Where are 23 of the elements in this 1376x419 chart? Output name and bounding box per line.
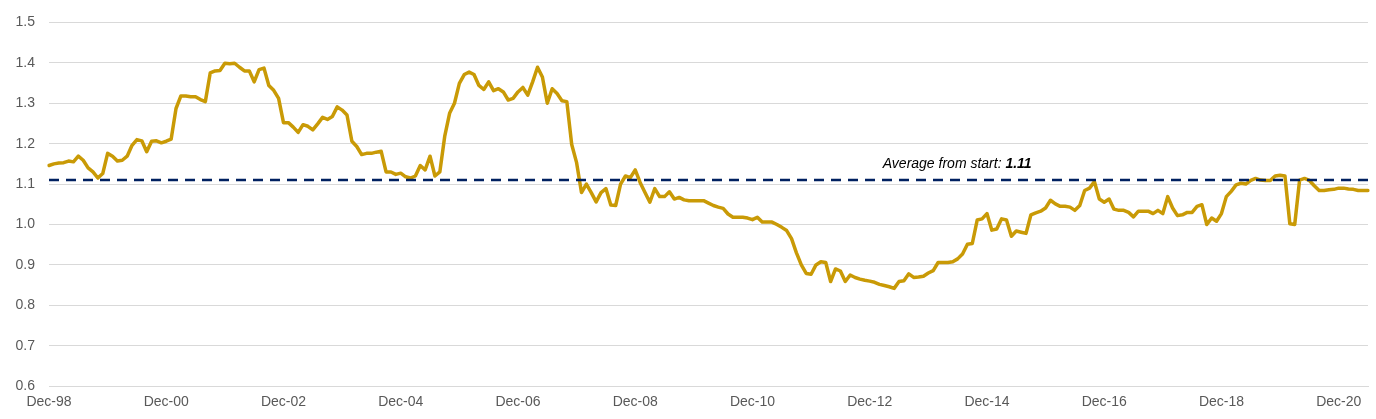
x-tick-label: Dec-18 [1198,393,1245,410]
x-tick-label: Dec-02 [260,393,307,410]
y-tick-label: 1.0 [15,215,36,232]
y-tick-label: 0.8 [15,296,36,313]
x-tick-label: Dec-10 [729,393,776,410]
y-tick-label: 0.9 [15,255,36,272]
x-tick-label: Dec-20 [1316,393,1362,410]
y-tick-label: 1.4 [15,53,36,70]
x-tick-label: Dec-14 [964,393,1010,410]
y-tick-label: 1.1 [15,174,36,191]
y-tick-label: 1.5 [15,13,36,30]
y-tick-label: 0.6 [15,377,36,394]
x-tick-label: Dec-16 [1081,393,1127,410]
ref-line-label: Average from start: 1.11 [881,155,1032,172]
x-tick-label: Dec-04 [378,393,424,410]
y-tick-label: 1.3 [15,94,36,111]
y-tick-label: 0.7 [15,336,36,353]
x-tick-label: Dec-06 [495,393,541,410]
y-tick-label: 1.2 [15,134,36,151]
x-tick-label: Dec-00 [143,393,190,410]
x-tick-label: Dec-12 [847,393,893,410]
x-tick-label: Dec-08 [612,393,658,410]
x-tick-label: Dec-98 [26,393,72,410]
